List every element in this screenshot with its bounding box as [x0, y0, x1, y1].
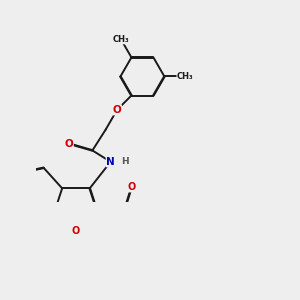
Text: O: O	[128, 182, 136, 192]
Text: O: O	[72, 226, 80, 236]
Text: CH₃: CH₃	[113, 35, 129, 44]
Text: O: O	[64, 139, 73, 148]
Text: CH₃: CH₃	[177, 72, 194, 81]
Text: N: N	[106, 157, 115, 167]
Text: O: O	[113, 105, 122, 115]
Text: H: H	[121, 157, 129, 166]
